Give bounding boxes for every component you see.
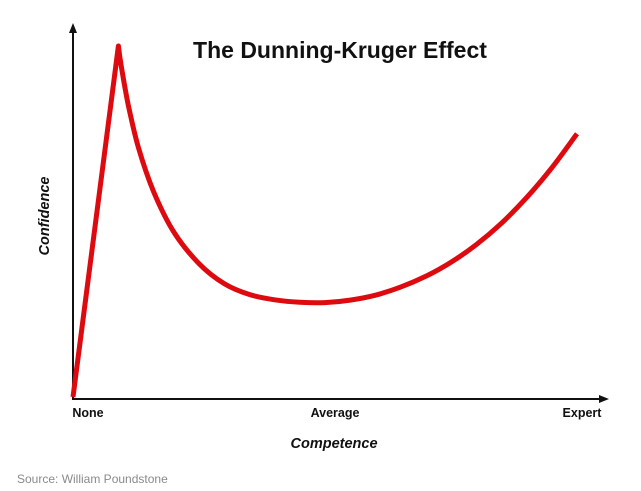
y-axis-label: Confidence (37, 177, 53, 256)
x-tick-label-none: None (72, 406, 103, 420)
confidence-curve (70, 43, 580, 398)
x-tick-label-average: Average (311, 406, 360, 420)
x-tick-labels: None Average Expert (72, 406, 602, 420)
x-axis-label: Competence (290, 436, 377, 452)
chart-title: The Dunning-Kruger Effect (193, 37, 487, 63)
x-tick-label-expert: Expert (563, 406, 603, 420)
source-note: Source: William Poundstone (17, 472, 168, 486)
